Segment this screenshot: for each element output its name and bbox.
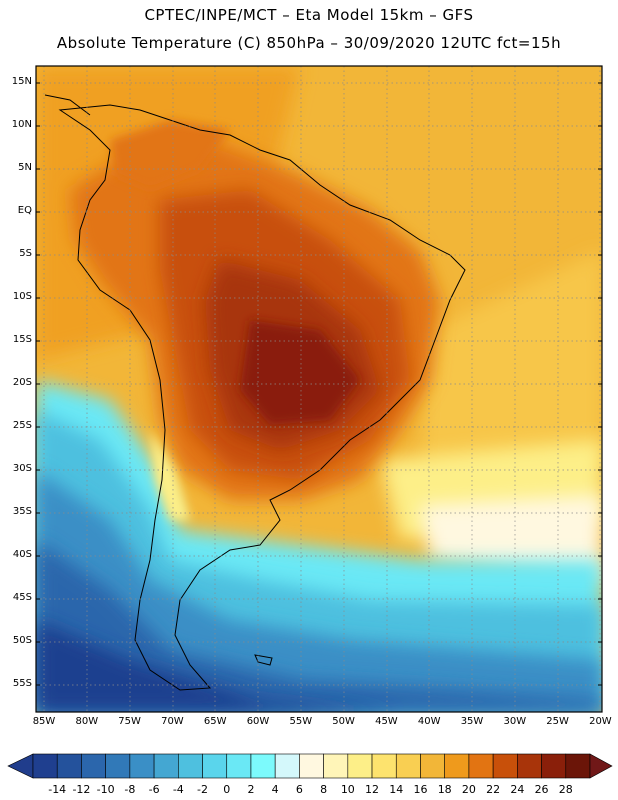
longitude-label: 60W bbox=[246, 716, 270, 727]
longitude-label: 50W bbox=[332, 716, 355, 727]
latitude-label: 5N bbox=[18, 162, 32, 173]
colorbar-swatch bbox=[444, 753, 470, 779]
colorbar-over-arrow bbox=[589, 753, 613, 779]
longitude-label: 25W bbox=[546, 716, 569, 727]
colorbar-tick-label: -10 bbox=[96, 783, 115, 796]
colorbar-tick-label: -6 bbox=[148, 783, 160, 796]
colorbar-tick-label: 8 bbox=[320, 783, 328, 796]
longitude-label: 20W bbox=[589, 716, 612, 727]
colorbar-swatch bbox=[178, 753, 203, 779]
colorbar-tick-label: 12 bbox=[365, 783, 380, 796]
colorbar-tick-label: 10 bbox=[340, 783, 355, 796]
colorbar bbox=[7, 753, 613, 779]
colorbar-swatch bbox=[56, 753, 82, 779]
latitude-label: 45S bbox=[12, 592, 32, 603]
colorbar-swatch bbox=[371, 753, 397, 779]
colorbar-swatch bbox=[492, 753, 518, 779]
latitude-label: 55S bbox=[12, 678, 32, 689]
colorbar-tick-label: 0 bbox=[223, 783, 231, 796]
colorbar-tick-label: 18 bbox=[437, 783, 452, 796]
latitude-label: 35S bbox=[12, 506, 32, 517]
latitude-label: 5S bbox=[19, 248, 32, 259]
colorbar-tick-label: 26 bbox=[534, 783, 549, 796]
coastlines bbox=[44, 94, 466, 691]
latitude-label: 10S bbox=[12, 291, 32, 302]
colorbar-swatch bbox=[517, 753, 542, 779]
map-title-line1: CPTEC/INPE/MCT – Eta Model 15km – GFS bbox=[144, 6, 474, 24]
longitude-label: 85W bbox=[32, 716, 56, 727]
colorbar-swatch bbox=[202, 753, 228, 779]
colorbar-tick-label: -4 bbox=[172, 783, 184, 796]
colorbar-swatch bbox=[105, 753, 131, 779]
colorbar-tick-label: 16 bbox=[413, 783, 428, 796]
latitude-label: 20S bbox=[12, 377, 32, 388]
colorbar-swatch bbox=[565, 753, 591, 779]
colorbar-swatch bbox=[226, 753, 252, 779]
latitude-label: 25S bbox=[12, 420, 32, 431]
longitude-label: 35W bbox=[460, 716, 484, 727]
latitude-label: 50S bbox=[12, 635, 32, 646]
colorbar-swatch bbox=[250, 753, 276, 779]
colorbar-tick-label: 2 bbox=[247, 783, 255, 796]
longitude-label: 45W bbox=[375, 716, 398, 727]
longitude-label: 30W bbox=[503, 716, 527, 727]
latitude-label: 10N bbox=[11, 119, 32, 130]
latitude-label: 30S bbox=[12, 463, 32, 474]
colorbar-tick-label: 20 bbox=[461, 783, 476, 796]
colorbar-tick-label: 4 bbox=[271, 783, 279, 796]
colorbar-tick-label: -8 bbox=[124, 783, 136, 796]
colorbar-tick-label: 28 bbox=[558, 783, 573, 796]
colorbar-swatch bbox=[153, 753, 179, 779]
colorbar-swatch bbox=[299, 753, 324, 779]
longitude-label: 75W bbox=[118, 716, 141, 727]
temperature-field bbox=[36, 66, 602, 712]
colorbar-tick-label: 24 bbox=[510, 783, 525, 796]
longitude-label: 65W bbox=[203, 716, 227, 727]
colorbar-swatch bbox=[541, 753, 567, 779]
colorbar-swatch bbox=[32, 753, 58, 779]
longitude-label: 70W bbox=[161, 716, 184, 727]
latitude-label: 15S bbox=[12, 334, 32, 345]
longitude-label: 55W bbox=[289, 716, 313, 727]
colorbar-swatch bbox=[468, 753, 494, 779]
map-title-line2: Absolute Temperature (C) 850hPa – 30/09/… bbox=[56, 34, 562, 52]
colorbar-swatch bbox=[395, 753, 421, 779]
colorbar-tick-label: -2 bbox=[197, 783, 208, 796]
map-frame bbox=[35, 65, 603, 713]
latitude-label: EQ bbox=[17, 205, 32, 216]
colorbar-tick-label: 14 bbox=[389, 783, 404, 796]
colorbar-swatch bbox=[274, 753, 300, 779]
latitude-label: 15N bbox=[11, 76, 32, 87]
colorbar-tick-label: 6 bbox=[295, 783, 303, 796]
colorbar-swatch bbox=[323, 753, 349, 779]
colorbar-tick-label: 22 bbox=[486, 783, 501, 796]
axis-ticks bbox=[36, 82, 602, 686]
colorbar-swatch bbox=[347, 753, 373, 779]
colorbar-under-arrow bbox=[7, 753, 34, 779]
colorbar-swatch bbox=[420, 753, 445, 779]
colorbar-swatch bbox=[81, 753, 106, 779]
longitude-label: 80W bbox=[75, 716, 99, 727]
latitude-label: 40S bbox=[12, 549, 32, 560]
colorbar-swatch bbox=[129, 753, 155, 779]
colorbar-tick-label: -14 bbox=[48, 783, 67, 796]
longitude-label: 40W bbox=[417, 716, 441, 727]
colorbar-tick-label: -12 bbox=[72, 783, 91, 796]
